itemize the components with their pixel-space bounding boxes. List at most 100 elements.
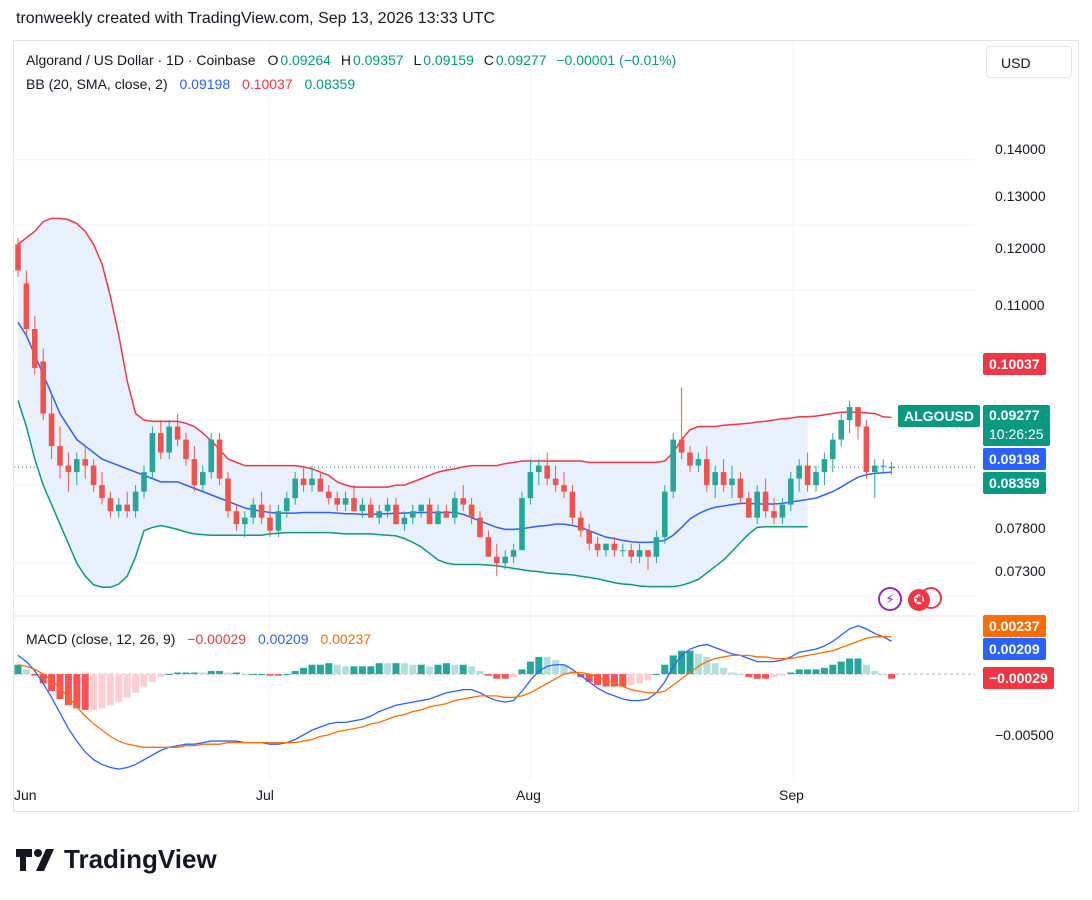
bb-lower-tag: 0.08359 — [983, 472, 1046, 494]
candle-body — [477, 517, 483, 538]
ohlc-high: 0.09357 — [352, 52, 404, 68]
macd-histogram-bar — [216, 670, 224, 675]
candle-body — [65, 465, 72, 473]
macd-hist-value: −0.00029 — [187, 631, 247, 647]
macd-histogram-bar — [711, 663, 719, 675]
macd-histogram-bar — [98, 674, 106, 709]
macd-histogram-bar — [316, 664, 324, 675]
candle-body — [200, 472, 206, 486]
candle-body — [653, 537, 660, 557]
candle-body — [594, 543, 601, 551]
macd-histogram-bar — [384, 663, 392, 675]
last-price-tag: 0.09277 10:26:25 — [983, 405, 1050, 446]
candle-body — [124, 504, 130, 512]
macd-signal-tag: 0.00237 — [983, 615, 1046, 637]
candle-body — [620, 550, 626, 552]
candle-body — [813, 472, 819, 486]
bb-legend: BB (20, SMA, close, 2) 0.09198 0.10037 0… — [26, 76, 357, 92]
macd-histogram-bar — [266, 674, 274, 676]
candle-body — [670, 439, 676, 492]
candle-body — [519, 498, 525, 551]
ohlc-h-label: H — [340, 52, 351, 68]
candle-body — [460, 498, 466, 505]
candle-body — [158, 433, 164, 453]
candle-body — [23, 283, 30, 329]
macd-histogram-bar — [484, 674, 492, 676]
candle-body — [32, 328, 38, 368]
macd-histogram-bar — [770, 674, 778, 678]
candle-body — [662, 491, 668, 538]
candle-body — [754, 491, 760, 518]
macd-histogram-bar — [123, 674, 131, 698]
macd-histogram-bar — [400, 663, 408, 675]
macd-histogram-bar — [174, 672, 182, 675]
candle-body — [746, 498, 752, 518]
candle-body — [376, 511, 382, 518]
macd-histogram-bar — [274, 674, 282, 676]
currency-button[interactable]: USD — [986, 46, 1072, 78]
macd-line-tag: 0.00209 — [983, 638, 1046, 660]
macd-histogram-bar — [736, 674, 744, 676]
candle-body — [292, 478, 298, 499]
macd-histogram-bar — [753, 674, 761, 679]
candle-body — [830, 439, 836, 460]
macd-histogram-bar — [190, 672, 198, 675]
candle-body — [90, 465, 97, 486]
bb-basis-value: 0.09198 — [179, 76, 231, 92]
candle-body — [401, 517, 408, 525]
candle-body — [561, 485, 567, 492]
ohlc-l-label: L — [413, 52, 422, 68]
macd-histogram-bar — [560, 664, 568, 675]
candle-body — [48, 413, 55, 447]
macd-histogram-bar — [594, 674, 602, 685]
symbol-tag: ALGOUSD — [898, 405, 980, 427]
macd-tick-label: −0.00500 — [995, 727, 1054, 743]
candle-body — [737, 478, 744, 499]
macd-legend: MACD (close, 12, 26, 9) −0.00029 0.00209… — [26, 631, 373, 647]
candle-body — [174, 426, 181, 440]
candle-body — [544, 465, 550, 479]
macd-histogram-bar — [476, 670, 484, 675]
macd-histogram-bar — [442, 663, 450, 675]
macd-label: MACD (close, 12, 26, 9) — [26, 631, 176, 647]
macd-histogram-bar — [115, 674, 123, 703]
candle-body — [880, 465, 886, 467]
candle-body — [393, 504, 399, 525]
candle-body — [611, 543, 618, 551]
candle-body — [410, 511, 416, 518]
signal-line — [17, 636, 892, 748]
symbol-name: Algorand / US Dollar · 1D · Coinbase — [26, 52, 256, 68]
bb-basis-tag: 0.09198 — [983, 448, 1046, 470]
macd-histogram-bar — [342, 666, 350, 675]
chart-frame — [13, 40, 1079, 812]
macd-histogram-bar — [106, 674, 114, 706]
macd-histogram-bar — [493, 674, 501, 679]
candle-body — [107, 498, 114, 512]
candle-body — [838, 420, 844, 440]
macd-histogram-bar — [627, 674, 635, 685]
candle-body — [40, 361, 46, 414]
candle-body — [82, 459, 88, 466]
macd-histogram-bar — [73, 674, 81, 709]
candle-body — [183, 439, 189, 460]
ohlc-low: 0.09159 — [423, 52, 474, 68]
macd-histogram-bar — [224, 672, 232, 675]
macd-histogram-bar — [745, 674, 753, 678]
candle-body — [166, 426, 172, 453]
candle-body — [704, 459, 710, 486]
macd-histogram-bar — [686, 650, 694, 675]
macd-histogram-bar — [182, 672, 190, 675]
candle-body — [510, 550, 517, 557]
event-stack-icon[interactable] — [920, 587, 942, 609]
candle-body — [233, 511, 240, 525]
macd-histogram-bar — [518, 669, 526, 675]
candle-body — [435, 511, 441, 525]
ohlc-change: −0.00001 (−0.01%) — [556, 52, 677, 68]
macd-histogram-bar — [636, 674, 644, 684]
macd-histogram-bar — [132, 674, 140, 693]
candle-body — [368, 504, 374, 518]
bb-upper-line — [17, 217, 892, 488]
time-tick-label: Jun — [14, 787, 37, 803]
lightning-event-icon[interactable]: ⚡ — [878, 587, 902, 611]
